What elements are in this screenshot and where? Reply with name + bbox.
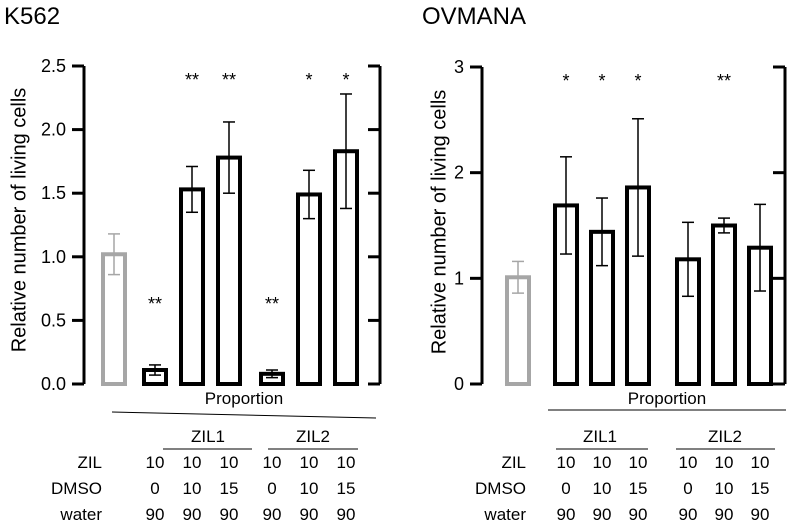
panel1-y-tick-label: 2.5	[41, 56, 66, 76]
panel1-row-value: 90	[263, 505, 282, 524]
panel1-y-tick-label: 0.0	[41, 374, 66, 394]
panel1-y-tick-label: 1.0	[41, 247, 66, 267]
panel1-title: K562	[4, 3, 60, 30]
panel2-y-tick-label: 0	[454, 374, 464, 394]
panel1-y-tick-label: 2.0	[41, 120, 66, 140]
panel2-row-label: DMSO	[475, 479, 526, 498]
panel2-row-value: 10	[679, 453, 698, 472]
panel2-row-value: 10	[593, 453, 612, 472]
panel2-row-value: 10	[557, 453, 576, 472]
panel2-row-value: 10	[715, 479, 734, 498]
panel1-row-label: DMSO	[51, 479, 102, 498]
panel1-significance-marker: **	[148, 294, 162, 314]
panel2-group-label: ZIL1	[583, 427, 617, 446]
panel1-row-value: 10	[300, 479, 319, 498]
panel1-proportion-line	[111, 411, 377, 419]
panel2-row-value: 90	[751, 505, 770, 524]
panel1-row-label: water	[59, 505, 102, 524]
panel1-row-value: 10	[183, 453, 202, 472]
panel1-row-value: 10	[300, 453, 319, 472]
panel2-row-value: 0	[683, 479, 692, 498]
panel2-y-axis-label: Relative number of living cells	[428, 90, 450, 355]
panel2-significance-marker: *	[598, 71, 605, 91]
panel1-significance-marker: **	[185, 70, 199, 90]
panel2-row-value: 90	[715, 505, 734, 524]
panel2-row-value: 90	[593, 505, 612, 524]
panel1-row-value: 90	[300, 505, 319, 524]
panel2-row-value: 90	[557, 505, 576, 524]
panel2-row-value: 10	[629, 453, 648, 472]
panel2-row-value: 10	[751, 453, 770, 472]
panel1-significance-marker: **	[265, 294, 279, 314]
panel2-row-label: ZIL	[501, 453, 526, 472]
panel2-row-value: 90	[629, 505, 648, 524]
panel2-row-value: 10	[715, 453, 734, 472]
panel1-row-label: ZIL	[77, 453, 102, 472]
panel1-bar	[296, 192, 322, 386]
panel2-significance-marker: *	[634, 71, 641, 91]
panel1-y-axis-label: Relative number of living cells	[8, 88, 30, 353]
panel1-group-label: ZIL2	[296, 427, 330, 446]
panel1-row-value: 90	[220, 505, 239, 524]
panel2-row-label: water	[483, 505, 526, 524]
panel1-control-bar-label: commercial	[105, 285, 121, 357]
panel2-y-tick-label: 3	[454, 57, 464, 77]
panel2-row-value: 15	[751, 479, 770, 498]
panel1-significance-marker: *	[305, 70, 312, 90]
panel1-group-label: ZIL1	[191, 427, 225, 446]
panel2-y-tick-label: 1	[454, 268, 464, 288]
panel2-row-value: 0	[561, 479, 570, 498]
panel1-significance-marker: **	[222, 70, 236, 90]
panel2-title: OVMANA	[422, 3, 526, 30]
panel1-row-value: 0	[267, 479, 276, 498]
panel2-y-tick-label: 2	[454, 163, 464, 183]
panel1-row-value: 10	[263, 453, 282, 472]
panel2-proportion-header: Proportion	[628, 389, 706, 408]
panel1-row-value: 10	[337, 453, 356, 472]
panel1-row-value: 10	[220, 453, 239, 472]
panel1-y-tick-label: 1.5	[41, 183, 66, 203]
panel2-control-bar-label: commercial	[509, 297, 525, 369]
panel1-row-value: 90	[337, 505, 356, 524]
panel1-bar	[179, 187, 205, 386]
panel1-row-value: 10	[146, 453, 165, 472]
panel2-row-value: 90	[679, 505, 698, 524]
panel2-significance-marker: **	[717, 71, 731, 91]
panel1-row-value: 0	[150, 479, 159, 498]
panel1-row-value: 15	[220, 479, 239, 498]
panel1-proportion-header: Proportion	[205, 389, 283, 408]
panel1-row-value: 90	[146, 505, 165, 524]
panel1-significance-marker: *	[342, 70, 349, 90]
panel2-significance-marker: *	[562, 71, 569, 91]
panel1-y-tick-label: 0.5	[41, 310, 66, 330]
panel2-row-value: 15	[629, 479, 648, 498]
panel1-row-value: 90	[183, 505, 202, 524]
panel2-row-value: 10	[593, 479, 612, 498]
panel1-row-value: 10	[183, 479, 202, 498]
panel1-row-value: 15	[337, 479, 356, 498]
panel2-group-label: ZIL2	[708, 427, 742, 446]
panel2-bar	[711, 223, 737, 386]
